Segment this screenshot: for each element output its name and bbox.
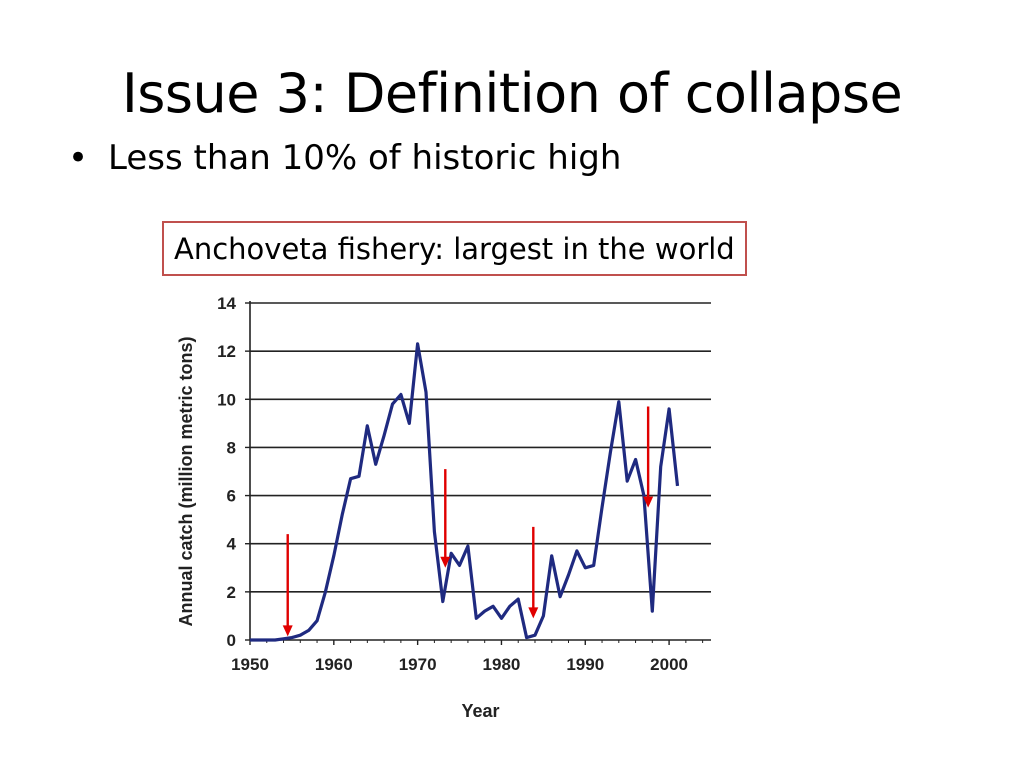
bullet-text: Less than 10% of historic high (108, 138, 622, 178)
slide-title: Issue 3: Definition of collapse (121, 62, 903, 125)
x-tick-label: 2000 (650, 655, 688, 674)
x-tick-label: 1960 (315, 655, 353, 674)
y-tick-label: 0 (227, 631, 236, 650)
chart-caption-box: Anchoveta fishery: largest in the world (162, 221, 747, 276)
y-tick-label: 10 (217, 390, 236, 409)
series-line-0 (250, 342, 680, 642)
y-tick-label: 14 (217, 294, 236, 313)
x-tick-label: 1980 (483, 655, 521, 674)
tick-labels: 0 2 4 6 8 10 12 14 1950 1960 1970 1980 1990 2000 (217, 294, 688, 674)
x-tick-label: 1990 (566, 655, 604, 674)
y-tick-label: 4 (227, 535, 237, 554)
series-line-group (249, 342, 680, 642)
grid-lines (250, 302, 711, 593)
y-tick-label: 2 (227, 583, 236, 602)
red-arrow-1 (282, 534, 293, 637)
x-tick-label: 1950 (231, 655, 269, 674)
bullet-item: • Less than 10% of historic high (68, 138, 621, 178)
axes (245, 301, 711, 645)
arrow-annotations (282, 406, 654, 637)
y-tick-label: 12 (217, 342, 236, 361)
x-axis-title: Year (461, 701, 499, 721)
y-tick-label: 6 (227, 487, 236, 506)
anchoveta-catch-chart: 0 2 4 6 8 10 12 14 1950 1960 1970 1980 1990 2000 Year… (176, 294, 711, 721)
y-tick-label: 8 (227, 438, 236, 457)
x-tick-label: 1970 (399, 655, 437, 674)
red-arrow-3 (528, 526, 539, 619)
bullet-list: • Less than 10% of historic high (68, 138, 621, 178)
red-arrow-4 (643, 406, 654, 508)
y-axis-title: Annual catch (million metric tons) (176, 336, 196, 626)
red-arrow-2 (440, 469, 451, 568)
bullet-dot-icon: • (68, 138, 89, 178)
